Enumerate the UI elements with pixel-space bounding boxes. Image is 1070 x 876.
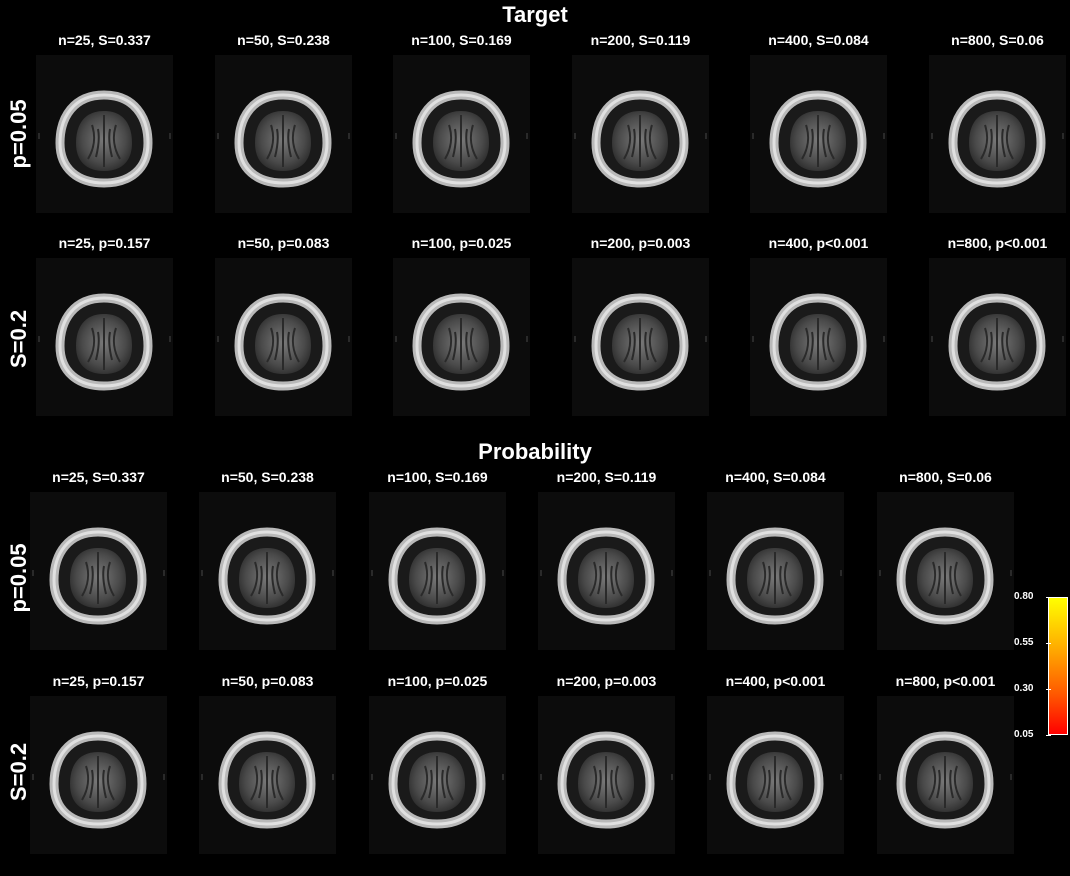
colorbar [1048, 597, 1068, 735]
scan-panel: n=25, p=0.157 [30, 673, 167, 854]
panel-title: n=25, S=0.337 [52, 469, 145, 485]
panel-title: n=200, p=0.003 [556, 673, 657, 689]
brain-scan-image [750, 258, 887, 416]
panel-title: n=800, p<0.001 [947, 235, 1048, 251]
scan-panel: n=100, S=0.169 [369, 469, 506, 650]
brain-scan-image [199, 696, 336, 854]
scan-panel: n=400, S=0.084 [750, 32, 887, 213]
panel-title: n=400, S=0.084 [768, 32, 869, 48]
panel-title: n=100, S=0.169 [411, 32, 512, 48]
panel-title: n=100, S=0.169 [387, 469, 488, 485]
brain-scan-image [929, 55, 1066, 213]
panel-title: n=200, S=0.119 [556, 469, 657, 485]
brain-scan-image [215, 55, 352, 213]
scan-panel: n=800, p<0.001 [877, 673, 1014, 854]
scan-panel: n=400, p<0.001 [750, 235, 887, 416]
colorbar-tick-label: 0.05 [1014, 729, 1052, 740]
brain-scan-image [30, 696, 167, 854]
brain-scan-image [215, 258, 352, 416]
section-title-target: Target [502, 2, 568, 27]
panel-title: n=100, p=0.025 [411, 235, 512, 251]
scan-panel: n=800, p<0.001 [929, 235, 1066, 416]
panel-title: n=25, S=0.337 [58, 32, 151, 48]
scan-panel: n=200, p=0.003 [572, 235, 709, 416]
brain-scan-image [929, 258, 1066, 416]
brain-scan-image [877, 696, 1014, 854]
brain-scan-image [369, 696, 506, 854]
scan-panel: n=200, p=0.003 [538, 673, 675, 854]
scan-panel: n=800, S=0.06 [929, 32, 1066, 213]
scan-panel: n=50, p=0.083 [199, 673, 336, 854]
scan-panel: n=100, S=0.169 [393, 32, 530, 213]
row-label: S=0.2 [6, 309, 31, 369]
panel-title: n=800, S=0.06 [951, 32, 1044, 48]
colorbar-tick-label: 0.80 [1014, 591, 1052, 602]
section-title-probability: Probability [478, 439, 592, 464]
panel-title: n=200, S=0.119 [590, 32, 691, 48]
panel-title: n=100, p=0.025 [387, 673, 488, 689]
scan-panel: n=200, S=0.119 [538, 469, 675, 650]
scan-panel: n=200, S=0.119 [572, 32, 709, 213]
panel-title: n=400, p<0.001 [768, 235, 869, 251]
scan-panel: n=400, p<0.001 [707, 673, 844, 854]
panel-title: n=200, p=0.003 [590, 235, 691, 251]
scan-panel: n=25, S=0.337 [36, 32, 173, 213]
brain-scan-image [572, 55, 709, 213]
panel-title: n=800, p<0.001 [895, 673, 996, 689]
panel-title: n=50, S=0.238 [221, 469, 314, 485]
brain-scan-image [36, 258, 173, 416]
scan-panel: n=400, S=0.084 [707, 469, 844, 650]
panel-title: n=800, S=0.06 [899, 469, 992, 485]
scan-panel: n=50, S=0.238 [215, 32, 352, 213]
brain-scan-image [750, 55, 887, 213]
brain-scan-image [199, 492, 336, 650]
brain-scan-image [707, 492, 844, 650]
brain-scan-image [538, 696, 675, 854]
scan-panel: n=100, p=0.025 [393, 235, 530, 416]
brain-scan-image [393, 258, 530, 416]
scan-panel: n=25, S=0.337 [30, 469, 167, 650]
colorbar-tick-label: 0.30 [1014, 683, 1052, 694]
brain-scan-image [538, 492, 675, 650]
scan-panel: n=50, S=0.238 [199, 469, 336, 650]
brain-scan-image [36, 55, 173, 213]
row-label: S=0.2 [6, 742, 31, 802]
scan-panel: n=25, p=0.157 [36, 235, 173, 416]
row-label: p=0.05 [6, 99, 31, 169]
scan-panel: n=100, p=0.025 [369, 673, 506, 854]
panel-title: n=25, p=0.157 [52, 673, 145, 689]
brain-scan-image [369, 492, 506, 650]
panel-title: n=50, S=0.238 [237, 32, 330, 48]
scan-panel: n=800, S=0.06 [877, 469, 1014, 650]
brain-scan-image [393, 55, 530, 213]
panel-title: n=400, S=0.084 [725, 469, 826, 485]
brain-scan-image [707, 696, 844, 854]
panel-title: n=400, p<0.001 [725, 673, 826, 689]
panel-title: n=25, p=0.157 [58, 235, 151, 251]
scan-panel: n=50, p=0.083 [215, 235, 352, 416]
brain-scan-image [877, 492, 1014, 650]
panel-title: n=50, p=0.083 [237, 235, 330, 251]
panel-title: n=50, p=0.083 [221, 673, 314, 689]
brain-scan-image [30, 492, 167, 650]
brain-scan-image [572, 258, 709, 416]
colorbar-tick-label: 0.55 [1014, 637, 1052, 648]
row-label: p=0.05 [6, 543, 31, 613]
